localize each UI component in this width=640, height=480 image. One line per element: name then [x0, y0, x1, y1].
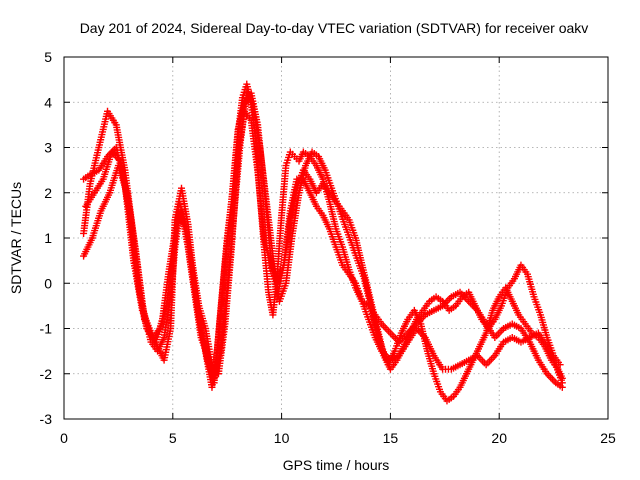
- x-tick-label: 25: [600, 430, 616, 446]
- x-tick-label: 20: [491, 430, 507, 446]
- y-tick-label: 1: [44, 230, 52, 246]
- y-tick-label: 3: [44, 140, 52, 156]
- y-axis-label: SDTVAR / TECUs: [8, 182, 24, 294]
- y-tick-label: 2: [44, 185, 52, 201]
- data-point: [556, 361, 564, 369]
- y-tick-label: -1: [40, 321, 53, 337]
- x-tick-label: 5: [169, 430, 177, 446]
- y-tick-label: -3: [40, 411, 53, 427]
- chart-title: Day 201 of 2024, Sidereal Day-to-day VTE…: [80, 20, 589, 36]
- data-point: [558, 374, 566, 382]
- x-axis-label: GPS time / hours: [283, 457, 390, 473]
- x-tick-label: 15: [383, 430, 399, 446]
- data-marks: [80, 80, 566, 405]
- x-tick-label: 0: [60, 430, 68, 446]
- x-tick-label: 10: [274, 430, 290, 446]
- axis-ticks: 0 5 10 15 20 25 -3 -2 -1 0 1 2 3 4 5: [40, 49, 616, 446]
- series-track-a: [80, 80, 566, 391]
- y-tick-label: 4: [44, 94, 52, 110]
- y-tick-label: -2: [40, 366, 53, 382]
- plot-frame: [63, 56, 609, 420]
- grid: [64, 57, 608, 419]
- series-track-d: [82, 89, 564, 382]
- y-tick-label: 5: [44, 49, 52, 65]
- y-tick-label: 0: [44, 275, 52, 291]
